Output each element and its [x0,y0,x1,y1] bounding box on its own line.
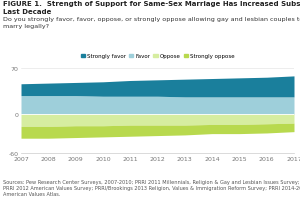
Text: Sources: Pew Research Center Surveys, 2007-2010; PRRI 2011 Millennials, Religion: Sources: Pew Research Center Surveys, 20… [3,179,300,197]
Text: FIGURE 1.  Strength of Support for Same-Sex Marriage Has Increased Substantially: FIGURE 1. Strength of Support for Same-S… [3,1,300,7]
Text: Last Decade: Last Decade [3,9,51,15]
Text: Do you strongly favor, favor, oppose, or strongly oppose allowing gay and lesbia: Do you strongly favor, favor, oppose, or… [3,17,300,29]
Legend: Strongly favor, Favor, Oppose, Strongly oppose: Strongly favor, Favor, Oppose, Strongly … [80,54,235,59]
